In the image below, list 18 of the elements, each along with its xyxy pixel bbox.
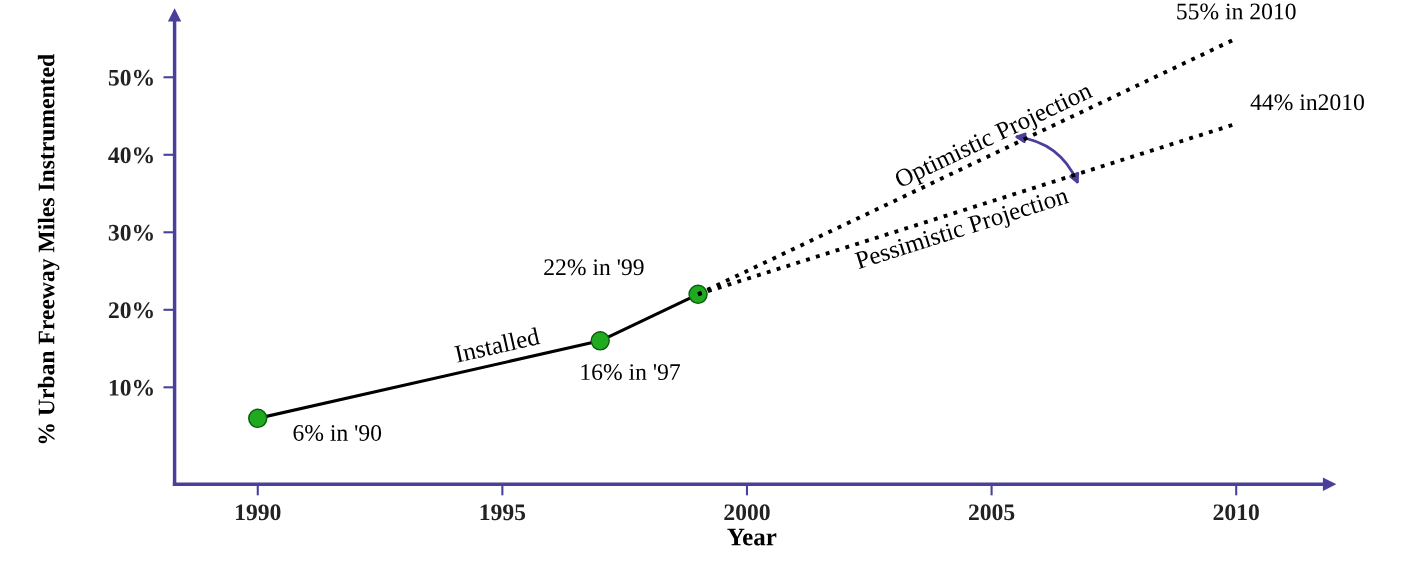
annotation: 16% in '97 — [581, 364, 681, 381]
x-tick-label: 1990 — [236, 504, 281, 521]
y-tick-label: 40% — [108, 147, 153, 164]
text: Installed — [453, 326, 541, 363]
annotation: 6% in '90 — [293, 424, 382, 441]
y-axis-title: % Urban Freeway Miles Instrumented — [37, 54, 60, 444]
y-tick-label: 20% — [108, 302, 153, 319]
x-tick-label: 2005 — [968, 504, 1015, 521]
annotation: 44% in2010 — [1250, 94, 1364, 111]
x-tick-label: 2010 — [1213, 504, 1259, 521]
y-tick-label: 30% — [108, 224, 153, 241]
x-tick-label: 1995 — [480, 504, 526, 521]
x-axis-title: Year — [727, 528, 777, 546]
annotation: 55% in 2010 — [1177, 3, 1296, 20]
annotation: 22% in '99 — [544, 259, 644, 276]
y-tick-label: 50% — [108, 69, 153, 86]
x-tick-label: 2000 — [724, 504, 770, 521]
y-tick-label: 10% — [109, 379, 153, 396]
